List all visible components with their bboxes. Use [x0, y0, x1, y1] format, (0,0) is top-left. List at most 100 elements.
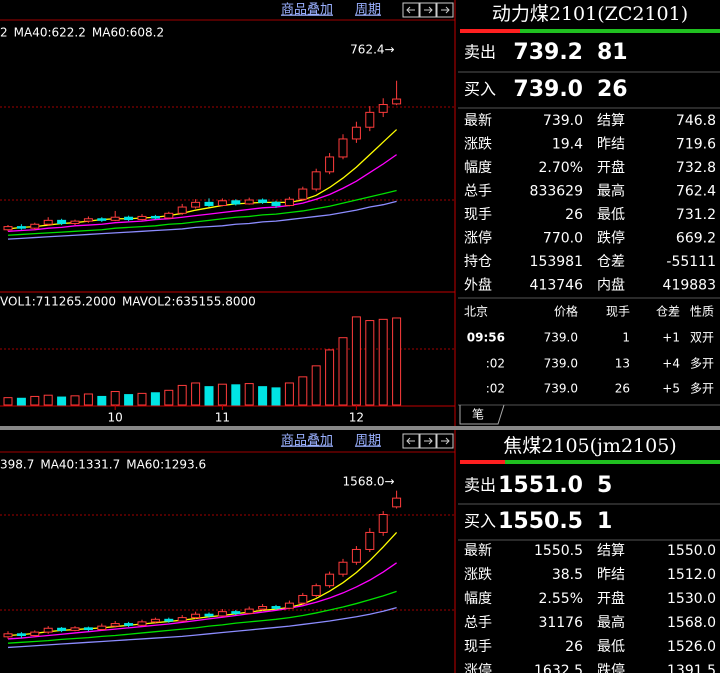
- field-value: 746.8: [676, 113, 716, 129]
- candle-body: [177, 206, 187, 214]
- volume-legend: MAVOL2:635155.8000: [122, 295, 256, 309]
- field-value: 2.55%: [539, 591, 583, 607]
- candle-body: [3, 226, 13, 231]
- volume-bar: [83, 393, 93, 406]
- field-label: 现手: [464, 639, 492, 655]
- x-tick-label: 12: [349, 411, 364, 425]
- volume-bar: [298, 376, 308, 406]
- volume-bar: [57, 396, 67, 406]
- tick-cell: 26: [615, 382, 630, 396]
- field-label: 总手: [464, 184, 492, 200]
- sell-label: 卖出: [464, 476, 496, 495]
- candle-body: [298, 188, 308, 200]
- tick-cell: 09:56: [467, 331, 505, 345]
- overlay-button[interactable]: 商品叠加: [281, 434, 333, 449]
- ticks-header: 价格: [554, 304, 578, 319]
- volume-bar: [137, 392, 147, 406]
- tick-cell: 1: [622, 331, 630, 345]
- field-label: 涨停: [464, 230, 492, 247]
- field-value: 26: [565, 207, 583, 223]
- field-value: 719.6: [676, 137, 716, 153]
- candle-body: [244, 199, 254, 205]
- candle-body: [392, 497, 402, 508]
- candle-body: [110, 216, 120, 221]
- volume-bar: [70, 395, 80, 406]
- ma-legend: 2: [0, 26, 8, 40]
- overlay-button[interactable]: 商品叠加: [281, 3, 333, 18]
- buy-qty: 1: [597, 509, 612, 534]
- candle-body: [97, 625, 107, 631]
- volume-bar: [110, 391, 120, 406]
- candle-body: [110, 623, 120, 627]
- field-value: 1550.5: [534, 543, 583, 559]
- ma-legend: MA40:622.2: [14, 26, 86, 40]
- candle-body: [311, 171, 321, 190]
- ma-line: [7, 606, 397, 649]
- buy-label: 买入: [464, 512, 496, 531]
- candle-body: [284, 198, 294, 206]
- candle-body: [338, 561, 348, 575]
- field-value: 153981: [530, 254, 583, 270]
- tick-cell: +1: [662, 331, 680, 345]
- candle-body: [231, 200, 241, 205]
- field-label: 现手: [464, 207, 492, 223]
- field-value: 1632.5: [534, 663, 583, 673]
- volume-bar: [30, 395, 40, 406]
- candle-body: [137, 621, 147, 626]
- tick-cell: 多开: [690, 357, 714, 371]
- ticks-header: 现手: [606, 305, 630, 319]
- field-label: 总手: [464, 615, 492, 631]
- nav-buttons: [402, 2, 454, 449]
- period-button[interactable]: 周期: [355, 3, 381, 18]
- field-value: 413746: [530, 278, 584, 294]
- tick-cell: 739.0: [544, 357, 578, 371]
- volume-bar: [124, 394, 134, 406]
- candle-body: [137, 215, 147, 221]
- field-label: 内盘: [597, 277, 625, 294]
- candle-body: [30, 223, 40, 229]
- volume-bar: [164, 389, 174, 406]
- field-value: 38.5: [552, 567, 583, 583]
- field-label: 开盘: [597, 159, 625, 176]
- candle-body: [392, 98, 402, 105]
- field-label: 最新: [464, 113, 492, 129]
- candle-body: [258, 606, 268, 610]
- tick-cell: 多开: [690, 382, 714, 396]
- period-button[interactable]: 周期: [355, 434, 381, 449]
- volume-bar: [3, 397, 13, 406]
- tick-cell: :02: [486, 382, 505, 396]
- field-label: 开盘: [597, 590, 625, 607]
- candle-body: [43, 627, 53, 633]
- candle-body: [271, 606, 281, 609]
- quote-title: 动力煤2101(ZC2101): [492, 3, 688, 25]
- candle-body: [351, 548, 361, 563]
- ma-legend: MA40:1331.7: [40, 458, 120, 472]
- buy-label: 买入: [464, 80, 496, 99]
- candle-body: [83, 627, 93, 631]
- buy-price: 1550.5: [498, 509, 583, 534]
- field-label: 涨跌: [464, 567, 492, 583]
- candle-body: [191, 613, 201, 619]
- strip-red: [460, 29, 520, 33]
- sell-price: 739.2: [513, 40, 583, 65]
- ma-line: [7, 200, 397, 240]
- candle-body: [43, 219, 53, 225]
- ma-legend: 398.7: [0, 458, 34, 472]
- tick-cell: 双开: [690, 331, 714, 345]
- candle-body: [378, 104, 388, 113]
- field-label: 幅度: [464, 160, 492, 176]
- field-label: 涨跌: [464, 137, 492, 153]
- volume-bar: [365, 320, 375, 406]
- field-label: 跌停: [597, 230, 625, 247]
- volume-bar: [204, 386, 214, 406]
- candle-body: [298, 594, 308, 604]
- candle-body: [16, 633, 26, 637]
- field-value: 31176: [538, 615, 583, 631]
- candle-body: [204, 613, 214, 617]
- candle-body: [164, 212, 174, 219]
- candle-body: [204, 201, 214, 206]
- tick-cell: :02: [486, 357, 505, 371]
- field-value: 19.4: [552, 137, 583, 153]
- volume-bar: [311, 365, 321, 406]
- candle-body: [124, 623, 134, 626]
